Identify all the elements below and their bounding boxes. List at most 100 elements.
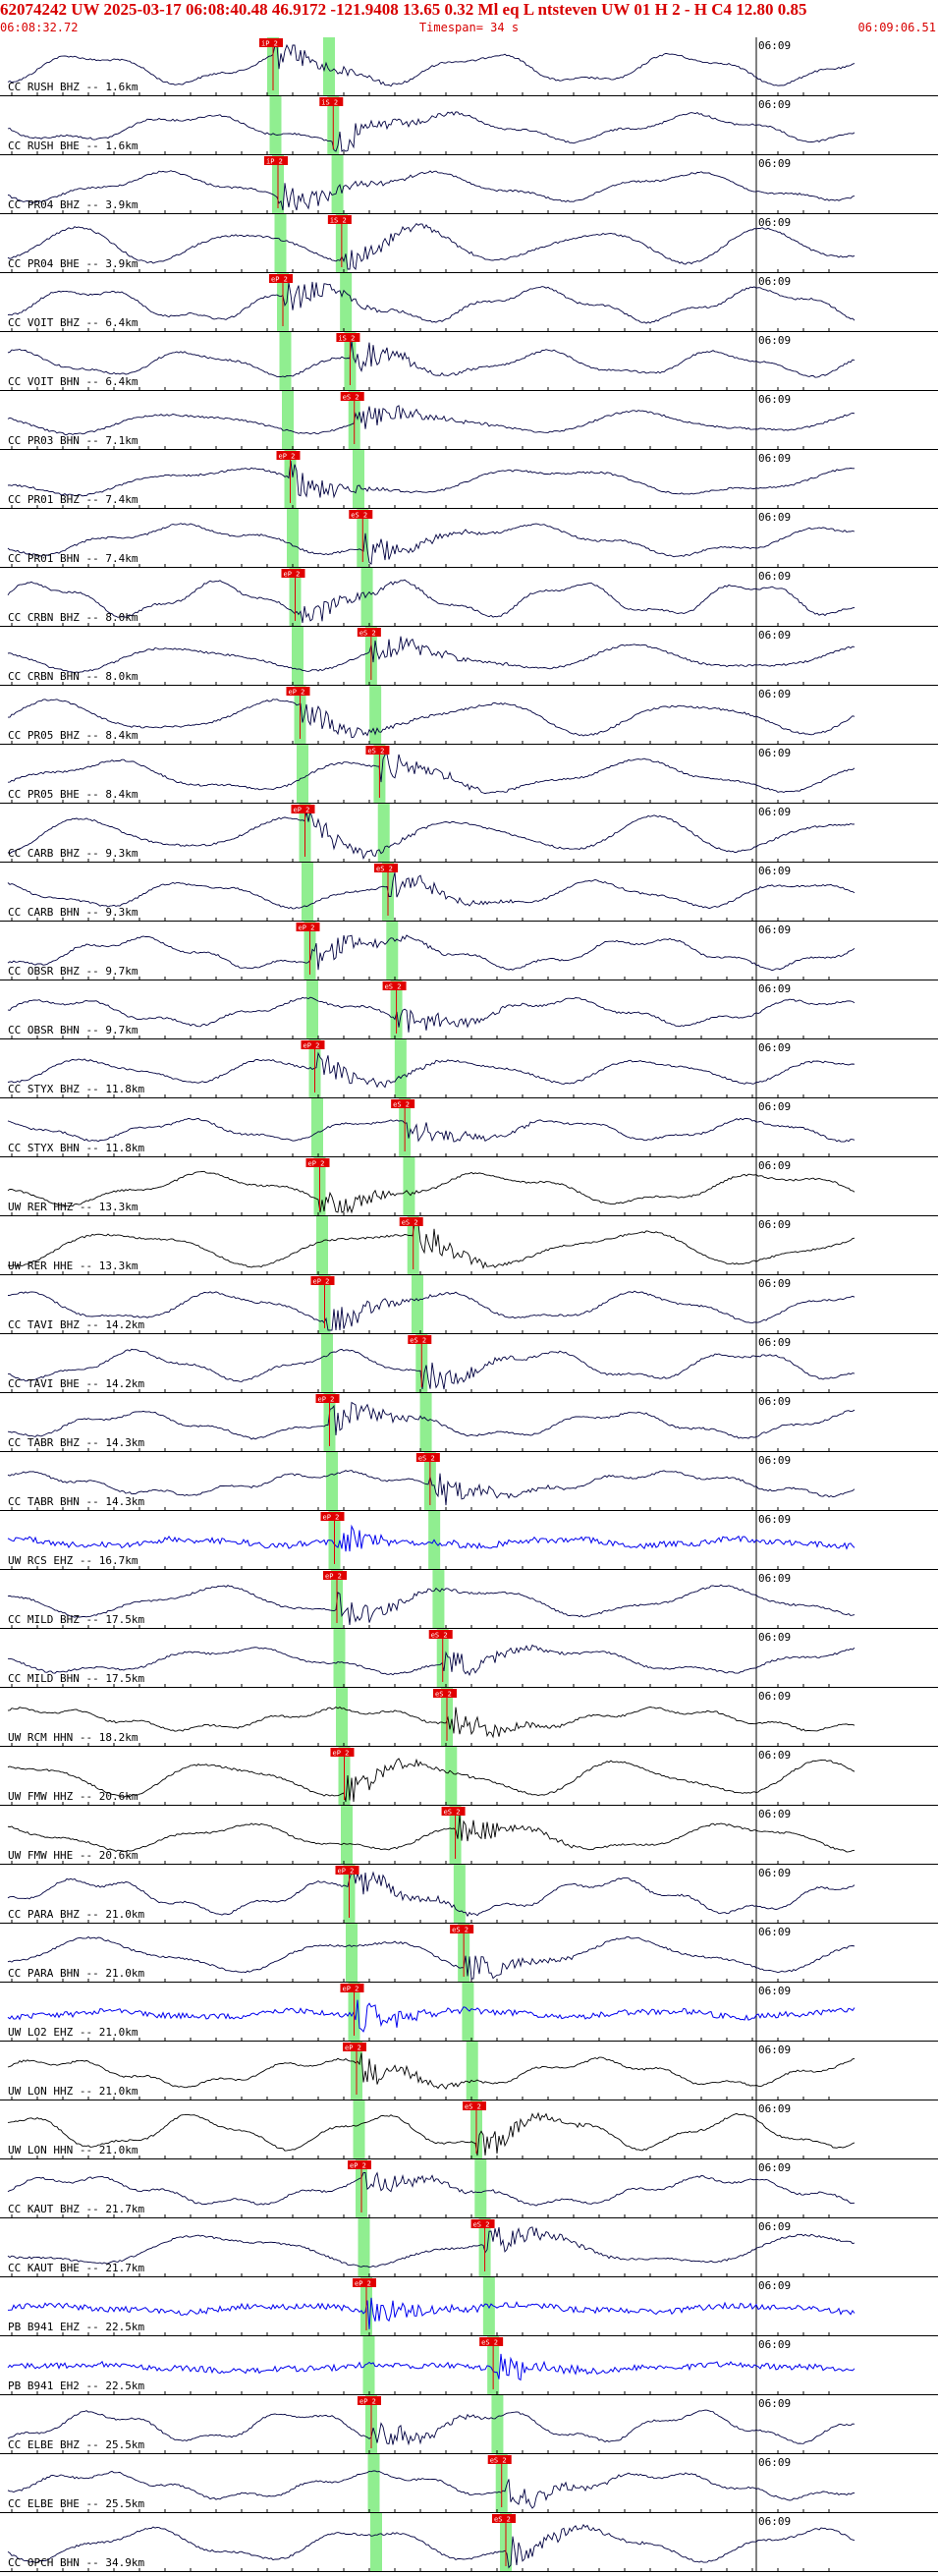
waveform [7, 340, 855, 378]
waveform [7, 43, 855, 87]
time-ticks [11, 1625, 830, 1629]
time-ticks [11, 1802, 830, 1806]
p-window-band [292, 627, 303, 686]
time-ticks [11, 210, 830, 214]
waveform [7, 1470, 855, 1506]
time-ticks [11, 2391, 830, 2395]
time-ticks [11, 1684, 830, 1688]
pick-label: eP 2 [359, 2398, 376, 2406]
minute-label: 06:09 [758, 865, 791, 877]
station-label: UW RCM HHN -- 18.2km [8, 1731, 138, 1744]
pick-flag [320, 1512, 345, 1521]
station-label: PB B941 EH2 -- 22.5km [8, 2380, 144, 2392]
minute-label: 06:09 [758, 452, 791, 465]
trace-row: eP 2 06:09 CC ELBE BHZ -- 25.5km [0, 2395, 938, 2454]
trace-row: eS 2 06:09 CC KAUT BHE -- 21.7km [0, 2218, 938, 2277]
minute-label: 06:09 [758, 1159, 791, 1172]
trace-row: eP 2 06:09 CC TABR BHZ -- 14.3km [0, 1393, 938, 1452]
minute-label: 06:09 [758, 1808, 791, 1820]
station-label: UW FMW HHZ -- 20.6km [8, 1790, 138, 1803]
waveform [7, 1051, 855, 1089]
p-window-band [333, 1629, 346, 1688]
station-label: UW RER HHZ -- 13.3km [8, 1201, 138, 1213]
minute-label: 06:09 [758, 2279, 791, 2292]
time-ticks [11, 2097, 830, 2100]
pick-label: eP 2 [284, 571, 301, 579]
pick-label: eS 2 [410, 1337, 426, 1345]
trace-row: eS 2 06:09 CC CARB BHN -- 9.3km [0, 863, 938, 922]
minute-label: 06:09 [758, 511, 791, 524]
waveform [7, 1584, 855, 1626]
minute-label: 06:09 [758, 1513, 791, 1526]
pick-label: eP 2 [338, 1868, 355, 1876]
phase-window-bands [267, 37, 512, 2572]
waveform [8, 1348, 855, 1390]
time-ticks [11, 269, 830, 273]
pick-label: eS 2 [444, 1809, 461, 1817]
p-window-band [279, 332, 292, 391]
minute-label: 06:09 [758, 2456, 791, 2469]
pick-label: eS 2 [452, 1927, 469, 1934]
pick-flag [353, 2278, 376, 2287]
pick-label: eS 2 [385, 983, 402, 991]
minute-label: 06:09 [758, 1690, 791, 1703]
trace-row: eP 2 06:09 CC PR05 BHZ -- 8.4km [0, 686, 938, 745]
s-window-band [445, 1747, 458, 1806]
waveform [7, 1999, 855, 2033]
station-label: CC CARB BHZ -- 9.3km [8, 847, 138, 860]
time-ticks [11, 1094, 830, 1098]
time-ticks [11, 1920, 830, 1924]
s-window-band [394, 1039, 407, 1098]
station-label: UW LON HHZ -- 21.0km [8, 2085, 138, 2098]
time-ticks [11, 446, 830, 450]
waveform [8, 699, 855, 739]
pick-label: iS 2 [321, 99, 338, 107]
p-window-band [282, 391, 294, 450]
p-window-band [358, 2218, 370, 2277]
pick-flag [463, 2101, 486, 2110]
trace-row: eS 2 06:09 UW RER HHE -- 13.3km [0, 1216, 938, 1275]
minute-label: 06:09 [758, 1218, 791, 1231]
waveform [7, 2171, 855, 2207]
time-ticks [11, 92, 830, 96]
waveform [7, 1814, 855, 1853]
station-label: CC ELBE BHZ -- 25.5km [8, 2438, 144, 2451]
pick-flag [286, 687, 310, 696]
waveform [7, 754, 855, 795]
minute-label: 06:09 [758, 924, 791, 936]
p-window-band [274, 214, 287, 273]
p-window-band [336, 1688, 348, 1747]
waveform [7, 996, 855, 1033]
station-label: CC TAVI BHZ -- 14.2km [8, 1318, 144, 1331]
station-label: CC PARA BHZ -- 21.0km [8, 1908, 144, 1921]
pick-label: eS 2 [473, 2221, 490, 2229]
pick-label: eP 2 [350, 2162, 366, 2170]
time-ticks [11, 1507, 830, 1511]
minute-label: 06:09 [758, 1395, 791, 1408]
p-window-band [311, 1098, 323, 1157]
trace-row: eS 2 06:09 CC PARA BHN -- 21.0km [0, 1924, 938, 1983]
time-ticks [11, 1330, 830, 1334]
pick-flag [336, 333, 360, 342]
trace-row: eS 2 06:09 CC OPCH BHN -- 34.9km [0, 2513, 938, 2572]
pick-label: eP 2 [318, 1396, 335, 1404]
minute-label: 06:09 [758, 2044, 791, 2056]
waveform [7, 2409, 855, 2446]
trace-row: eP 2 06:09 CC STYX BHZ -- 11.8km [0, 1039, 938, 1098]
waveform [7, 170, 855, 211]
trace-row: eS 2 06:09 CC PR01 BHN -- 7.4km [0, 509, 938, 568]
station-label: CC PR05 BHZ -- 8.4km [8, 729, 138, 742]
seismogram-traces: iP 2 06:09 CC RUSH BHZ -- 1.6km iS 2 06:09 CC… [0, 37, 938, 2572]
time-ticks [11, 564, 830, 568]
trace-row: eP 2 06:09 CC OBSR BHZ -- 9.7km [0, 922, 938, 980]
minute-label: 06:09 [758, 98, 791, 111]
waveform [7, 636, 855, 673]
pick-label: iS 2 [330, 217, 347, 225]
pick-flag [357, 628, 381, 637]
trace-row: eP 2 06:09 UW LO2 EHZ -- 21.0km [0, 1983, 938, 2042]
pick-flag [269, 274, 293, 283]
waveform [7, 1871, 855, 1918]
pick-flag [365, 746, 390, 755]
waveform [7, 2353, 855, 2381]
waveform [7, 405, 855, 436]
